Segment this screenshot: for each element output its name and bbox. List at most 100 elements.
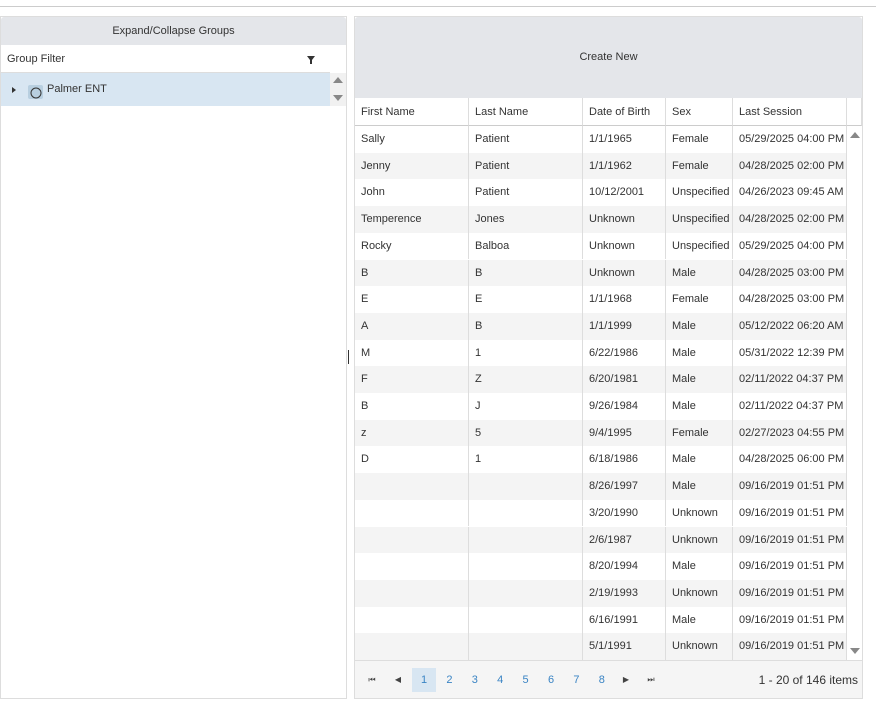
- table-cell: 04/28/2025 02:00 PM: [733, 152, 847, 180]
- column-header[interactable]: Sex: [666, 98, 733, 126]
- table-row[interactable]: [355, 499, 847, 527]
- page-button[interactable]: 5: [522, 674, 529, 686]
- next-page[interactable]: ▶: [622, 675, 630, 684]
- table-cell: 09/16/2019 01:51 PM: [733, 553, 847, 580]
- table-cell: 02/11/2022 04:37 PM: [733, 393, 847, 420]
- filter-icon[interactable]: [306, 55, 316, 65]
- table-cell: Female: [666, 126, 733, 153]
- page-button[interactable]: 8: [598, 674, 605, 686]
- table-cell: 05/12/2022 06:20 AM: [733, 312, 847, 340]
- table-cell: 04/28/2025 06:00 PM: [733, 446, 847, 474]
- table-cell: 1/1/1968: [583, 286, 666, 313]
- tree-node[interactable]: Palmer ENT: [1, 73, 330, 106]
- table-row[interactable]: [355, 232, 847, 260]
- table-cell: Female: [666, 286, 733, 313]
- expand-button[interactable]: Expand/Collapse Groups: [1, 17, 346, 45]
- table-row[interactable]: [355, 419, 847, 447]
- table-cell: Male: [666, 259, 733, 287]
- patient-panel: [354, 16, 863, 699]
- table-row[interactable]: [355, 126, 847, 153]
- table-row[interactable]: [355, 553, 847, 580]
- table-row[interactable]: [355, 393, 847, 420]
- page-button[interactable]: 6: [547, 674, 555, 686]
- column-header[interactable]: Last Session: [733, 98, 847, 126]
- table-cell: Balboa: [469, 232, 583, 260]
- table-cell: 8/26/1997: [583, 473, 666, 500]
- table-row[interactable]: [355, 286, 847, 313]
- table-cell: 05/29/2025 04:00 PM: [733, 126, 847, 153]
- table-cell: 10/12/2001: [583, 179, 666, 207]
- table-cell: Female: [666, 152, 733, 180]
- table-cell: John: [355, 179, 469, 207]
- table-row[interactable]: [355, 312, 847, 340]
- group-filter[interactable]: Group Filter: [1, 45, 330, 73]
- table-row[interactable]: [355, 152, 847, 180]
- table-row[interactable]: [355, 259, 847, 287]
- table-cell: Female: [666, 419, 733, 447]
- table-cell: Unknown: [666, 633, 733, 660]
- table-row[interactable]: [355, 339, 847, 367]
- table-row[interactable]: [355, 606, 847, 634]
- table-cell: Z: [469, 366, 583, 393]
- table-cell: [469, 473, 583, 500]
- table-cell: Patient: [469, 126, 583, 153]
- table-cell: 1: [469, 339, 583, 367]
- prev-page[interactable]: ◀: [394, 675, 402, 684]
- last-page[interactable]: ⏭: [647, 675, 655, 684]
- table-cell: 05/29/2025 04:00 PM: [733, 232, 847, 260]
- table-row[interactable]: [355, 633, 847, 660]
- page-button[interactable]: 2: [446, 674, 453, 686]
- table-cell: z: [355, 419, 469, 447]
- scrollbar[interactable]: [330, 73, 346, 106]
- table-cell: 09/16/2019 01:51 PM: [733, 526, 847, 554]
- table-cell: 09/16/2019 01:51 PM: [733, 473, 847, 500]
- page-button[interactable]: 3: [471, 674, 478, 686]
- table-cell: Male: [666, 312, 733, 340]
- column-header[interactable]: Last Name: [469, 98, 583, 126]
- table-cell: Unknown: [666, 499, 733, 527]
- column-header[interactable]: Date of Birth: [583, 98, 666, 126]
- table-cell: [355, 553, 469, 580]
- table-cell: Patient: [469, 179, 583, 207]
- table-cell: [469, 499, 583, 527]
- table-row[interactable]: [355, 526, 847, 554]
- table-row[interactable]: [355, 579, 847, 607]
- table-cell: F: [355, 366, 469, 393]
- table-row[interactable]: [355, 473, 847, 500]
- table-row[interactable]: [355, 446, 847, 474]
- table-cell: Unknown: [583, 259, 666, 287]
- table-row[interactable]: [355, 206, 847, 233]
- table-cell: 6/20/1981: [583, 366, 666, 393]
- table-cell: B: [469, 259, 583, 287]
- group-panel: [0, 16, 347, 699]
- table-cell: [469, 606, 583, 634]
- table-cell: 9/4/1995: [583, 419, 666, 447]
- table-cell: Temperence: [355, 206, 469, 233]
- table-cell: Male: [666, 473, 733, 500]
- table-cell: [355, 473, 469, 500]
- table-cell: Male: [666, 393, 733, 420]
- splitter[interactable]: [348, 350, 349, 364]
- page-button[interactable]: 1: [412, 668, 436, 692]
- create-button[interactable]: Create New: [355, 17, 862, 98]
- table-cell: 09/16/2019 01:51 PM: [733, 606, 847, 634]
- table-cell: [355, 499, 469, 527]
- table-cell: 6/18/1986: [583, 446, 666, 474]
- table-cell: 09/16/2019 01:51 PM: [733, 579, 847, 607]
- page-button[interactable]: 7: [573, 674, 580, 686]
- table-cell: Unspecified: [666, 232, 733, 260]
- column-header[interactable]: First Name: [355, 98, 469, 126]
- table-cell: 1: [469, 446, 583, 474]
- table-row[interactable]: [355, 179, 847, 207]
- table-cell: 1/1/1965: [583, 126, 666, 153]
- table-row[interactable]: [355, 366, 847, 393]
- table-cell: 3/20/1990: [583, 499, 666, 527]
- pager-summary: 1 - 20 of 146 items: [758, 673, 858, 687]
- table-cell: D: [355, 446, 469, 474]
- page-button[interactable]: 4: [497, 674, 504, 686]
- table-cell: 04/28/2025 03:00 PM: [733, 259, 847, 287]
- table-cell: Unspecified: [666, 179, 733, 207]
- first-page[interactable]: ⏮: [368, 675, 376, 684]
- table-scrollbar[interactable]: [847, 126, 862, 660]
